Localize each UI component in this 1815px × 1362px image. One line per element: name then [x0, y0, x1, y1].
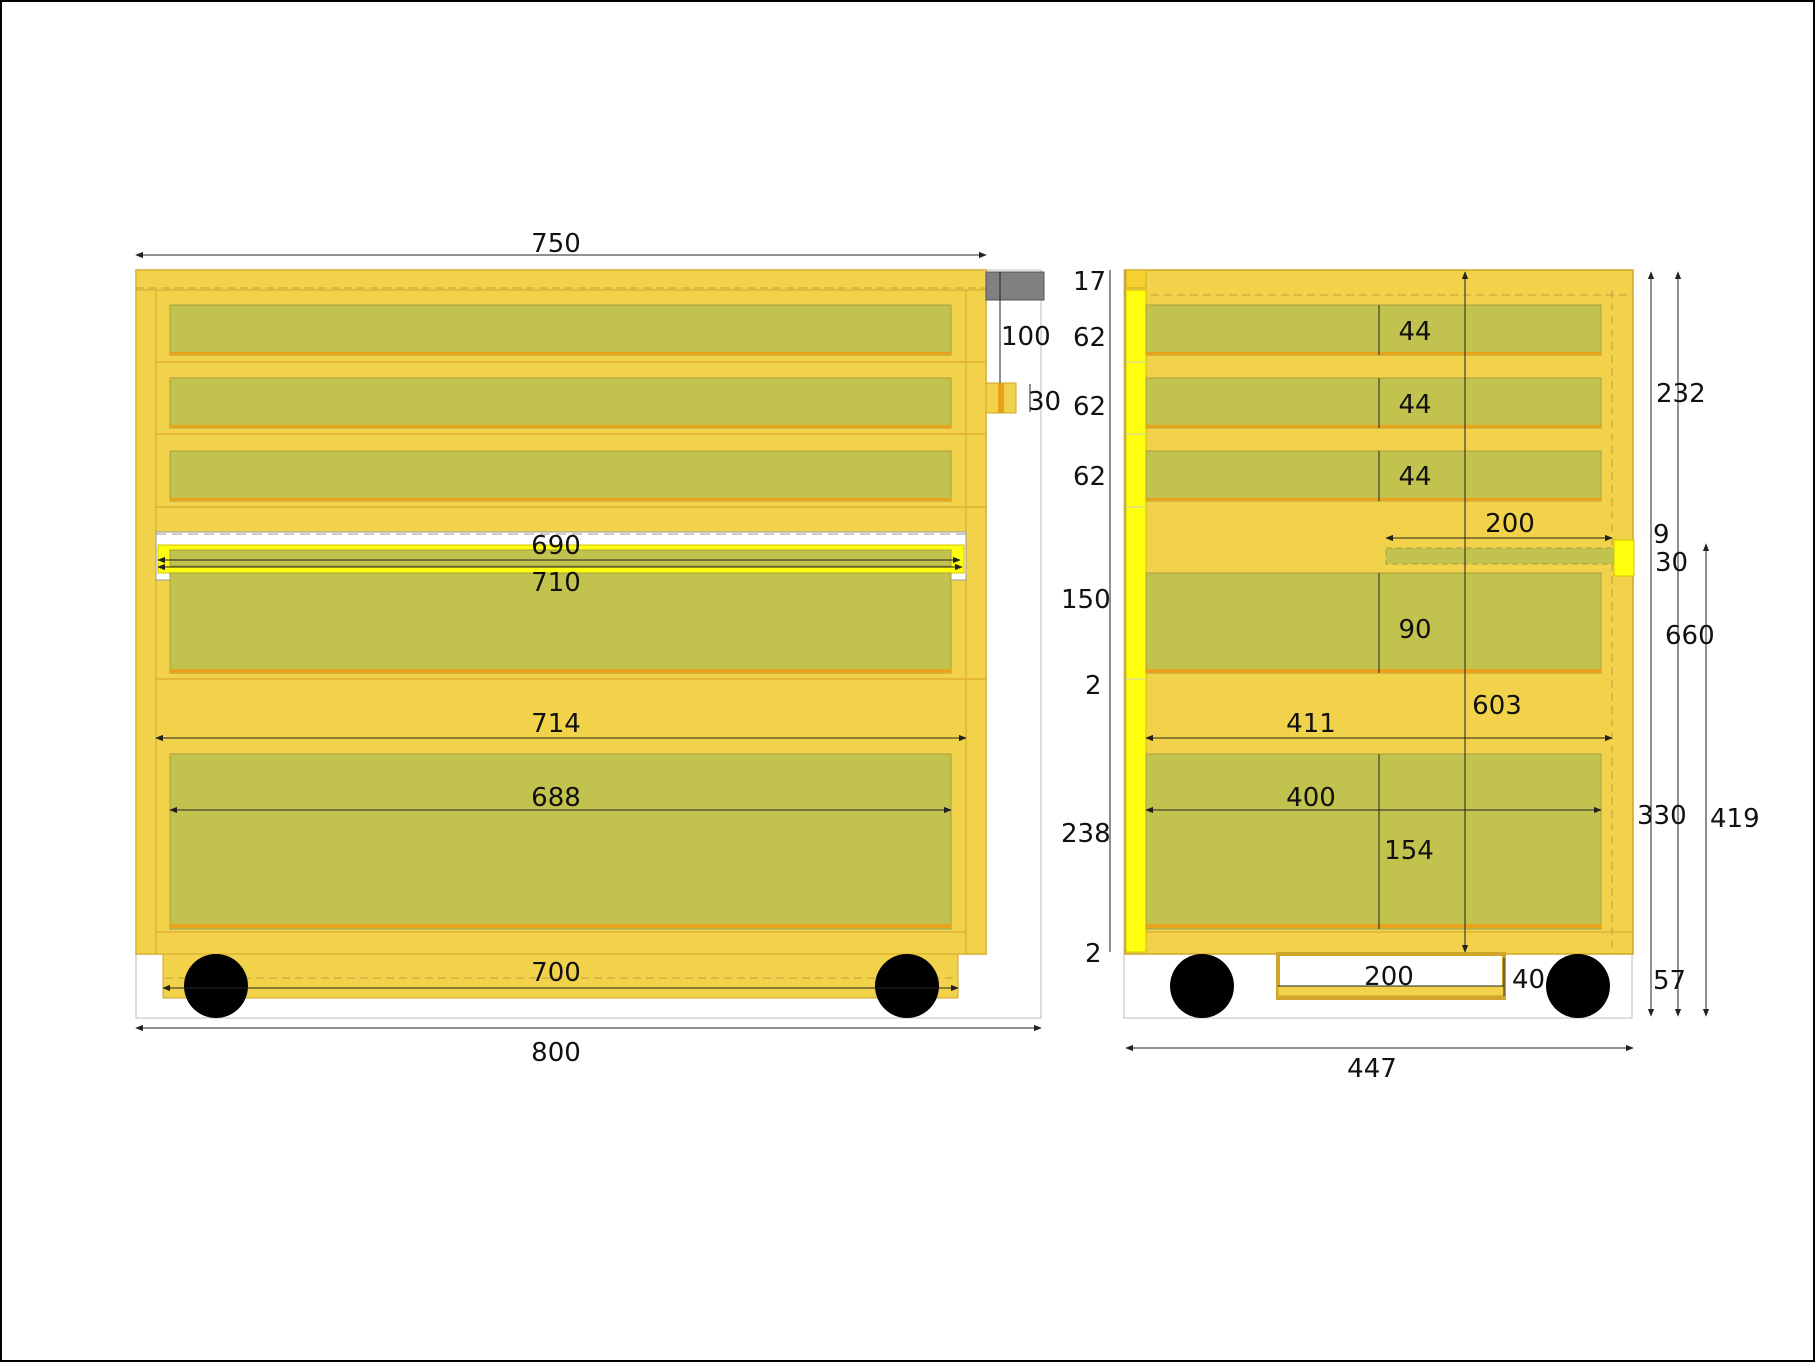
side-slide-rail	[1385, 547, 1615, 565]
side-dim-30: 30	[1655, 548, 1688, 578]
front-dim-700: 700	[531, 958, 581, 988]
front-caster-right	[875, 954, 939, 1018]
front-drawer-4-edge	[170, 669, 951, 673]
side-dim-200-rail: 200	[1485, 509, 1535, 539]
side-dim-90: 90	[1398, 615, 1431, 645]
front-drawer-3	[169, 450, 952, 502]
side-dim-411: 411	[1286, 709, 1336, 739]
side-drawer-1	[1145, 304, 1602, 356]
side-view: 17 62 62 62 150 2 238 2 44 44 44 200 90 …	[1061, 267, 1760, 1084]
side-dim-603: 603	[1472, 691, 1522, 721]
front-dim-710: 710	[531, 568, 581, 598]
side-dim-419: 419	[1710, 804, 1760, 834]
side-dim-44-a: 44	[1398, 317, 1431, 347]
front-dim-30: 30	[1028, 387, 1061, 417]
side-dim-154: 154	[1384, 836, 1434, 866]
side-drawer-3	[1145, 450, 1602, 502]
side-caster-front	[1170, 954, 1234, 1018]
side-dim-2-a: 2	[1085, 671, 1102, 701]
side-dim-232: 232	[1656, 379, 1706, 409]
side-caster-back	[1546, 954, 1610, 1018]
front-dim-690: 690	[531, 531, 581, 561]
side-handle	[1613, 539, 1635, 577]
side-dim-330: 330	[1637, 801, 1687, 831]
side-dim-200-base: 200	[1364, 962, 1414, 992]
side-dim-62-a: 62	[1073, 323, 1106, 353]
front-top-cap	[985, 271, 1045, 301]
side-dim-62-c: 62	[1073, 462, 1106, 492]
side-dim-17: 17	[1073, 267, 1106, 297]
front-drawer-2-edge	[170, 425, 951, 428]
front-caster-left	[184, 954, 248, 1018]
front-dim-800: 800	[531, 1038, 581, 1068]
side-front-strip-top	[1125, 269, 1147, 289]
front-bottom-board	[155, 931, 967, 955]
side-dim-660: 660	[1665, 621, 1715, 651]
side-dim-44-b: 44	[1398, 390, 1431, 420]
side-dim-238: 238	[1061, 819, 1111, 849]
side-dim-150: 150	[1061, 585, 1111, 615]
side-dim-57: 57	[1653, 966, 1686, 996]
front-drawer-3-edge	[170, 498, 951, 501]
side-drawer-5	[1145, 753, 1602, 930]
side-drawer-4	[1145, 572, 1602, 674]
front-drawer-4	[169, 572, 952, 674]
front-top-board	[135, 269, 987, 291]
side-dim-447: 447	[1347, 1054, 1397, 1084]
side-drawer-2	[1145, 377, 1602, 429]
side-dim-2-b: 2	[1085, 939, 1102, 969]
front-drawer-5	[169, 753, 952, 930]
front-left-side-panel	[135, 289, 157, 955]
side-dim-400: 400	[1286, 783, 1336, 813]
front-drawer-1	[169, 304, 952, 356]
front-view: 750 100 30 690 710 714 688 700 800	[135, 229, 1061, 1068]
front-right-side-panel	[965, 289, 987, 955]
side-dim-40: 40	[1512, 965, 1545, 995]
front-drawer-1-edge	[170, 352, 951, 355]
front-dim-100: 100	[1001, 322, 1051, 352]
side-dim-9: 9	[1653, 520, 1670, 550]
front-dim-750: 750	[531, 229, 581, 259]
front-dim-714: 714	[531, 709, 581, 739]
front-drawer-5-edge	[170, 924, 951, 928]
front-dim-688: 688	[531, 783, 581, 813]
front-drawer-2	[169, 377, 952, 429]
side-front-strip	[1125, 289, 1147, 953]
side-dim-62-b: 62	[1073, 392, 1106, 422]
side-dim-44-c: 44	[1398, 462, 1431, 492]
